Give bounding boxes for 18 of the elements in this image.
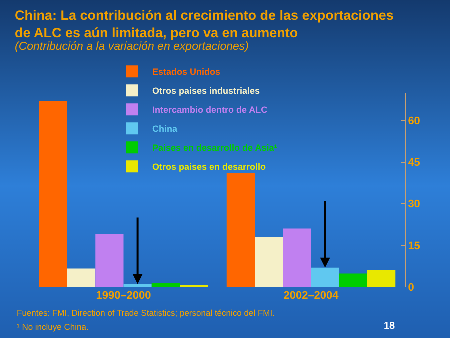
legend-label: China: [152, 124, 178, 134]
chart-subtitle: (Contribución a la variación en exportaciones): [15, 41, 250, 53]
legend-label: Otros paises en desarrollo: [152, 162, 267, 172]
y-tick-label: 45: [408, 157, 420, 170]
x-tick-label: 2002–2004: [284, 290, 340, 302]
legend-label: Otros paises industriales: [152, 86, 260, 96]
y-tick-label: 0: [408, 282, 414, 294]
legend-label: Estados Unidos: [152, 67, 221, 78]
y-tick-label: 30: [408, 198, 420, 211]
legend-label: Intercambio dentro de ALC: [152, 105, 268, 116]
x-tick-label: 1990–2000: [96, 290, 152, 302]
y-tick-label: 15: [408, 240, 420, 252]
legend-label: Paises en desarrollo de Asia¹: [152, 143, 278, 154]
y-tick-label: 60: [408, 116, 420, 128]
source-note: Fuentes: FMI, Direction of Trade Statistics; personal técnico del FMI.: [17, 308, 275, 318]
text: 18: [384, 321, 396, 332]
text: ¹ No incluye China.: [17, 322, 89, 332]
chart-title: China: La contribución al crecimiento de las exportaciones de ALC es aún limitada, pero va en aumento: [15, 8, 394, 41]
